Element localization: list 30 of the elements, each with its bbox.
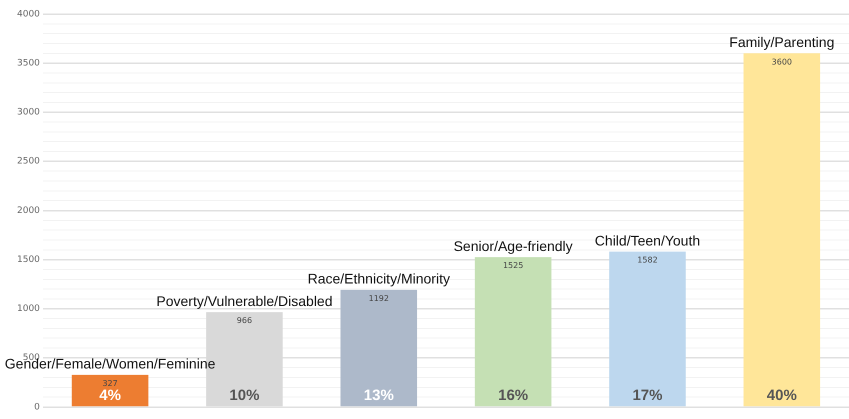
annotation: 13% (364, 387, 394, 404)
bar (72, 374, 148, 406)
annotation: 16% (498, 387, 528, 404)
x-tick-label: Race/Ethnicity/Minority (308, 270, 450, 287)
data-label: 327 (102, 378, 118, 388)
data-label: 1582 (637, 256, 658, 265)
x-tick-label: Child/Teen/Youth (594, 232, 700, 248)
data-label: 966 (236, 316, 252, 326)
bar (474, 257, 552, 406)
x-tick-label: Poverty/Vulnerable/Disabled (156, 292, 332, 309)
x-tick-label: Senior/Age-friendly (454, 238, 573, 254)
data-label: 1525 (502, 261, 524, 270)
data-label: 1192 (368, 294, 389, 303)
y-tick-label: 3000 (17, 108, 40, 118)
y-tick-label: 1000 (17, 304, 40, 314)
y-tick-label: 3500 (17, 58, 40, 68)
annotation: 4% (99, 387, 121, 404)
bar (744, 53, 820, 406)
x-tick-label: Family/Parenting (729, 34, 834, 50)
y-tick-label: 2500 (17, 156, 40, 167)
y-tick-label: 1500 (17, 254, 40, 265)
bar (340, 290, 418, 406)
y-tick-label: 2000 (17, 206, 40, 216)
data-label: 3600 (772, 57, 792, 66)
annotation: 10% (229, 387, 260, 404)
y-tick-label: 4000 (17, 9, 40, 20)
bar (609, 252, 686, 406)
annotation: 40% (766, 387, 797, 404)
y-tick-label: 0 (34, 402, 40, 412)
annotation: 17% (632, 387, 662, 404)
